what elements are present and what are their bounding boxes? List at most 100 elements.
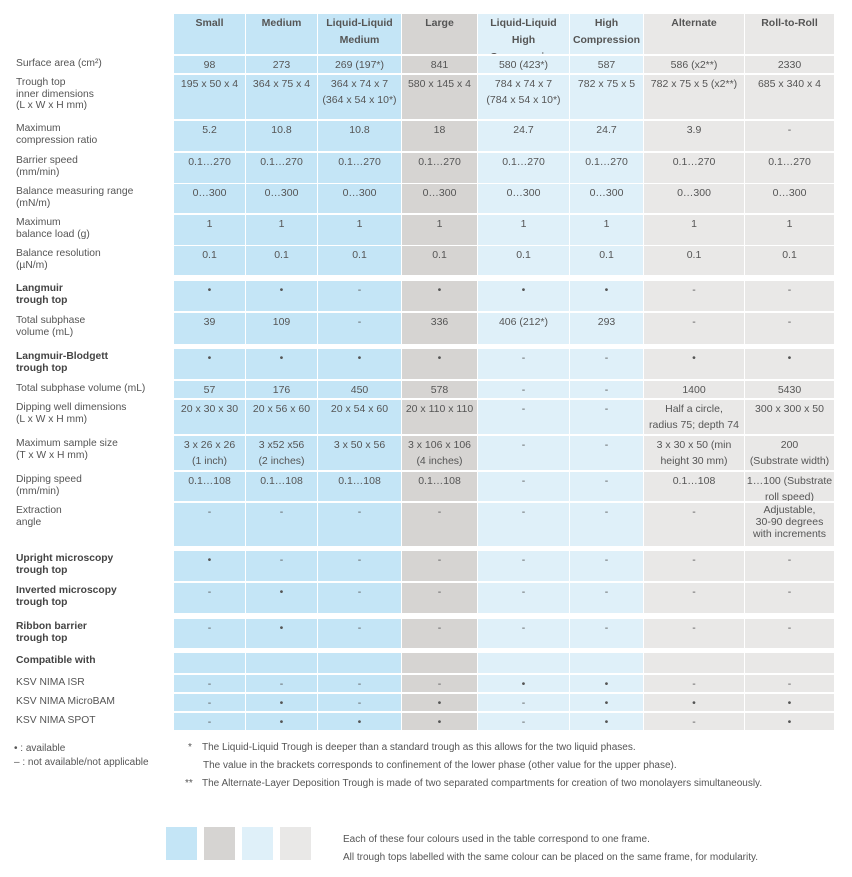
table-cell-line: - <box>207 716 212 728</box>
table-cell: 20 x 54 x 60 <box>318 400 401 434</box>
table-cell-line: roll speed) <box>764 491 815 501</box>
row-label-line: (µN/m) <box>16 259 48 271</box>
row-label-line: Inverted microscopy <box>16 585 117 596</box>
table-cell: 3 x52 x56 (2 inches) <box>246 436 317 470</box>
table-cell-line: - <box>604 506 609 518</box>
table-cell: 273 <box>246 56 317 73</box>
colour-note: Each of these four colours used in the t… <box>343 831 758 867</box>
table-cell-line: 1 <box>603 218 610 230</box>
row-label-line: KSV NIMA MicroBAM <box>16 696 115 707</box>
table-cell-line: • <box>357 716 362 728</box>
row-label-line: (mm/min) <box>16 166 60 178</box>
table-cell: 0.1…108 <box>644 472 744 501</box>
table-cell-line: - <box>787 554 792 566</box>
row-label-line: balance load (g) <box>16 228 90 240</box>
table-cell-line: 200 <box>780 439 799 451</box>
table-cell-line: 0.1…108 <box>418 475 461 487</box>
table-cell-line: - <box>207 586 212 598</box>
table-cell: 0.1…270 <box>402 153 477 183</box>
table-cell: • <box>570 694 643 711</box>
table-cell: 2330 <box>745 56 834 73</box>
table-cell: • <box>246 583 317 613</box>
table-cell: 685 x 340 x 4 <box>745 75 834 119</box>
table-cell: 39 <box>174 313 245 344</box>
table-cell: 0.1…270 <box>745 153 834 183</box>
table-cell: - <box>478 349 569 379</box>
table-cell: • <box>644 349 744 379</box>
column-header: Small <box>174 14 245 54</box>
table-cell: 18 <box>402 121 477 151</box>
table-cell: - <box>318 619 401 648</box>
footnote-1-line2: The value in the brackets corresponds to… <box>203 760 677 771</box>
table-cell: - <box>318 503 401 546</box>
table-cell-line: • <box>692 352 696 364</box>
frame-2-swatch <box>204 827 235 860</box>
table-cell-line: • <box>604 716 609 728</box>
table-cell-line: 0.1 <box>686 249 702 261</box>
table-cell: 580 (423*) <box>478 56 569 73</box>
table-cell-line: - <box>437 586 442 598</box>
table-cell: • <box>318 349 401 379</box>
frame-4-swatch <box>280 827 311 860</box>
table-cell-line: - <box>521 384 526 396</box>
legend-available: • : available <box>14 743 66 754</box>
table-cell-line: 0.1…270 <box>768 156 811 168</box>
table-cell: • <box>246 713 317 730</box>
table-cell: 0…300 <box>745 184 834 213</box>
table-cell-line: 57 <box>203 384 216 396</box>
table-cell-line: - <box>787 622 792 634</box>
table-cell-line: - <box>604 586 609 598</box>
table-cell: - <box>246 503 317 546</box>
column-header-line: High Compression <box>490 34 557 54</box>
table-cell-line: 0…300 <box>589 187 624 199</box>
row-label: Balance resolution (µN/m) <box>16 248 171 271</box>
table-cell-line: - <box>521 475 526 487</box>
table-cell: 293 <box>570 313 643 344</box>
table-cell: 782 x 75 x 5 <box>570 75 643 119</box>
footnote-2: ** The Alternate-Layer Deposition Trough … <box>185 775 848 793</box>
table-cell: • <box>402 713 477 730</box>
table-cell-line: Half a circle, <box>665 403 723 415</box>
table-cell: • <box>644 694 744 711</box>
table-cell-line: with increments <box>753 528 826 540</box>
table-cell-line: • <box>207 284 212 296</box>
table-cell-line: 273 <box>272 59 291 71</box>
table-cell: - <box>745 281 834 311</box>
table-cell: 0.1…270 <box>644 153 744 183</box>
table-cell-line: - <box>357 586 362 598</box>
table-cell-line: - <box>521 716 526 728</box>
table-cell-line: (1 inch) <box>191 455 227 467</box>
table-cell: 406 (212*) <box>478 313 569 344</box>
column-header-line: Roll-to-Roll <box>761 17 818 29</box>
row-label-line: Trough top <box>16 77 66 88</box>
table-cell: - <box>318 694 401 711</box>
row-label: Total subphase volume (mL) <box>16 315 171 338</box>
table-cell-line: - <box>207 678 212 690</box>
table-cell: 57 <box>174 381 245 398</box>
row-label: Balance measuring range (mN/m) <box>16 186 171 209</box>
table-cell: • <box>745 713 834 730</box>
row-label-line: (mm/min) <box>16 485 60 497</box>
row-label: KSV NIMA SPOT <box>16 715 171 727</box>
table-cell: 20 x 110 x 110 <box>402 400 477 434</box>
table-cell-line: • <box>521 678 526 690</box>
table-cell: 10.8 <box>246 121 317 151</box>
colour-note-line2: All trough tops labelled with the same c… <box>343 852 759 863</box>
table-cell-line: - <box>692 316 696 328</box>
table-cell-line: 0.1 <box>782 249 797 261</box>
column-header: Alternate <box>644 14 744 54</box>
table-cell: - <box>644 281 744 311</box>
table-cell: • <box>246 349 317 379</box>
table-cell: - <box>478 503 569 546</box>
table-cell-line: 782 x 75 x 5 <box>577 78 636 90</box>
legend: • : available – : not available/not appl… <box>14 740 149 772</box>
column-header-line: Liquid-Liquid <box>490 17 557 29</box>
table-cell: - <box>478 472 569 501</box>
table-cell-line: - <box>357 506 362 518</box>
row-label-line: Langmuir <box>16 283 63 294</box>
table-cell: 195 x 50 x 4 <box>174 75 245 119</box>
row-label-line: KSV NIMA ISR <box>16 677 85 688</box>
table-cell: - <box>174 503 245 546</box>
table-cell: 336 <box>402 313 477 344</box>
table-cell: 0.1 <box>478 246 569 275</box>
